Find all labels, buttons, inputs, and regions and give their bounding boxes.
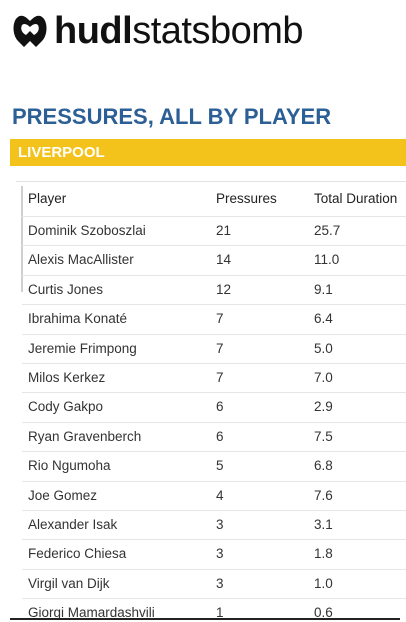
cell: Alexander Isak <box>28 517 118 532</box>
divider <box>10 618 400 620</box>
cell: 9.1 <box>314 281 333 297</box>
logo: hudlstatsbomb <box>10 6 304 56</box>
cell: 1 <box>216 605 224 621</box>
cell: Joe Gomez <box>28 487 98 503</box>
cell: 6 <box>216 428 224 444</box>
table-row: Virgil van Dijk 3 1.0 <box>22 570 406 600</box>
cell: 11.0 <box>314 252 340 268</box>
title: PRESSURES, ALL BY PLAYER <box>12 104 332 129</box>
cell: 3 <box>216 575 224 591</box>
cell: Federico Chiesa <box>28 546 127 562</box>
cell: 7.5 <box>314 428 333 444</box>
cell: 7.6 <box>314 487 333 503</box>
table-row: Ibrahima Konaté 7 6.4 <box>22 305 406 335</box>
team-banner: LIVERPOOL <box>10 139 406 166</box>
table-row: Federico Chiesa 3 1.8 <box>22 540 406 570</box>
cell: Rio Ngumoha <box>28 458 111 474</box>
cell: 6 <box>216 399 224 415</box>
table-row: Milos Kerkez 7 7.0 <box>22 364 406 394</box>
cell: Milos Kerkez <box>28 370 106 385</box>
brand: hudlstatsbomb <box>54 9 304 53</box>
table-row: Jeremie Frimpong 7 5.0 <box>22 335 406 364</box>
cell: Curtis Jones <box>28 281 104 297</box>
cell: 6.4 <box>314 311 333 327</box>
cell: Alexis MacAllister <box>28 252 134 268</box>
cell: 1.0 <box>314 575 333 591</box>
cell: 12 <box>216 281 232 297</box>
cell: 25.7 <box>314 223 341 238</box>
table-row: Rio Ngumoha 5 6.8 <box>22 452 406 482</box>
cell: 1.8 <box>314 546 333 562</box>
table-row: Joe Gomez 4 7.6 <box>22 482 406 511</box>
cell: 7.0 <box>314 370 333 385</box>
cell: Jeremie Frimpong <box>28 340 137 356</box>
table-row: Cody Gakpo 6 2.9 <box>22 393 406 423</box>
cell: 7 <box>216 370 224 385</box>
cell: 7 <box>216 311 224 327</box>
cell: 2.9 <box>314 399 333 415</box>
table-row: Ryan Gravenberch 6 7.5 <box>22 423 406 453</box>
cell: 5 <box>216 458 224 474</box>
table-row: Dominik Szoboszlai 21 25.7 <box>22 217 406 247</box>
cell: Player <box>28 191 67 206</box>
cell: 3 <box>216 517 224 532</box>
cell: Dominik Szoboszlai <box>28 223 146 238</box>
cell: 14 <box>216 252 232 268</box>
scrollbar <box>21 186 23 292</box>
brand-regular: statsbomb <box>132 9 304 52</box>
brand-bold: hudl <box>54 9 133 52</box>
cell: Virgil van Dijk <box>28 575 110 591</box>
cell: Ryan Gravenberch <box>28 428 142 444</box>
header-row: Player Pressures Total Duration <box>22 182 406 217</box>
cell: 6.8 <box>314 458 333 474</box>
table-row: Giorgi Mamardashvili 1 0.6 <box>22 599 406 622</box>
cell: 0.6 <box>314 605 333 621</box>
logo-icon <box>13 15 47 47</box>
cell: 3.1 <box>314 517 333 532</box>
cell: Giorgi Mamardashvili <box>28 605 155 621</box>
cell: 4 <box>216 487 224 503</box>
cell: 5.0 <box>314 340 333 356</box>
cell: Ibrahima Konaté <box>28 311 128 327</box>
cell: Pressures <box>216 191 277 206</box>
table-row: Alexis MacAllister 14 11.0 <box>22 246 406 276</box>
cell: Total Duration <box>314 191 398 206</box>
cell: Cody Gakpo <box>28 399 104 415</box>
cell: 7 <box>216 340 224 356</box>
table-row: Alexander Isak 3 3.1 <box>22 511 406 541</box>
table-row: Curtis Jones 12 9.1 <box>22 276 406 306</box>
cell: 21 <box>216 223 232 238</box>
cell: 3 <box>216 546 224 562</box>
table: Player Pressures Total Duration Dominik Szo… <box>16 181 406 622</box>
